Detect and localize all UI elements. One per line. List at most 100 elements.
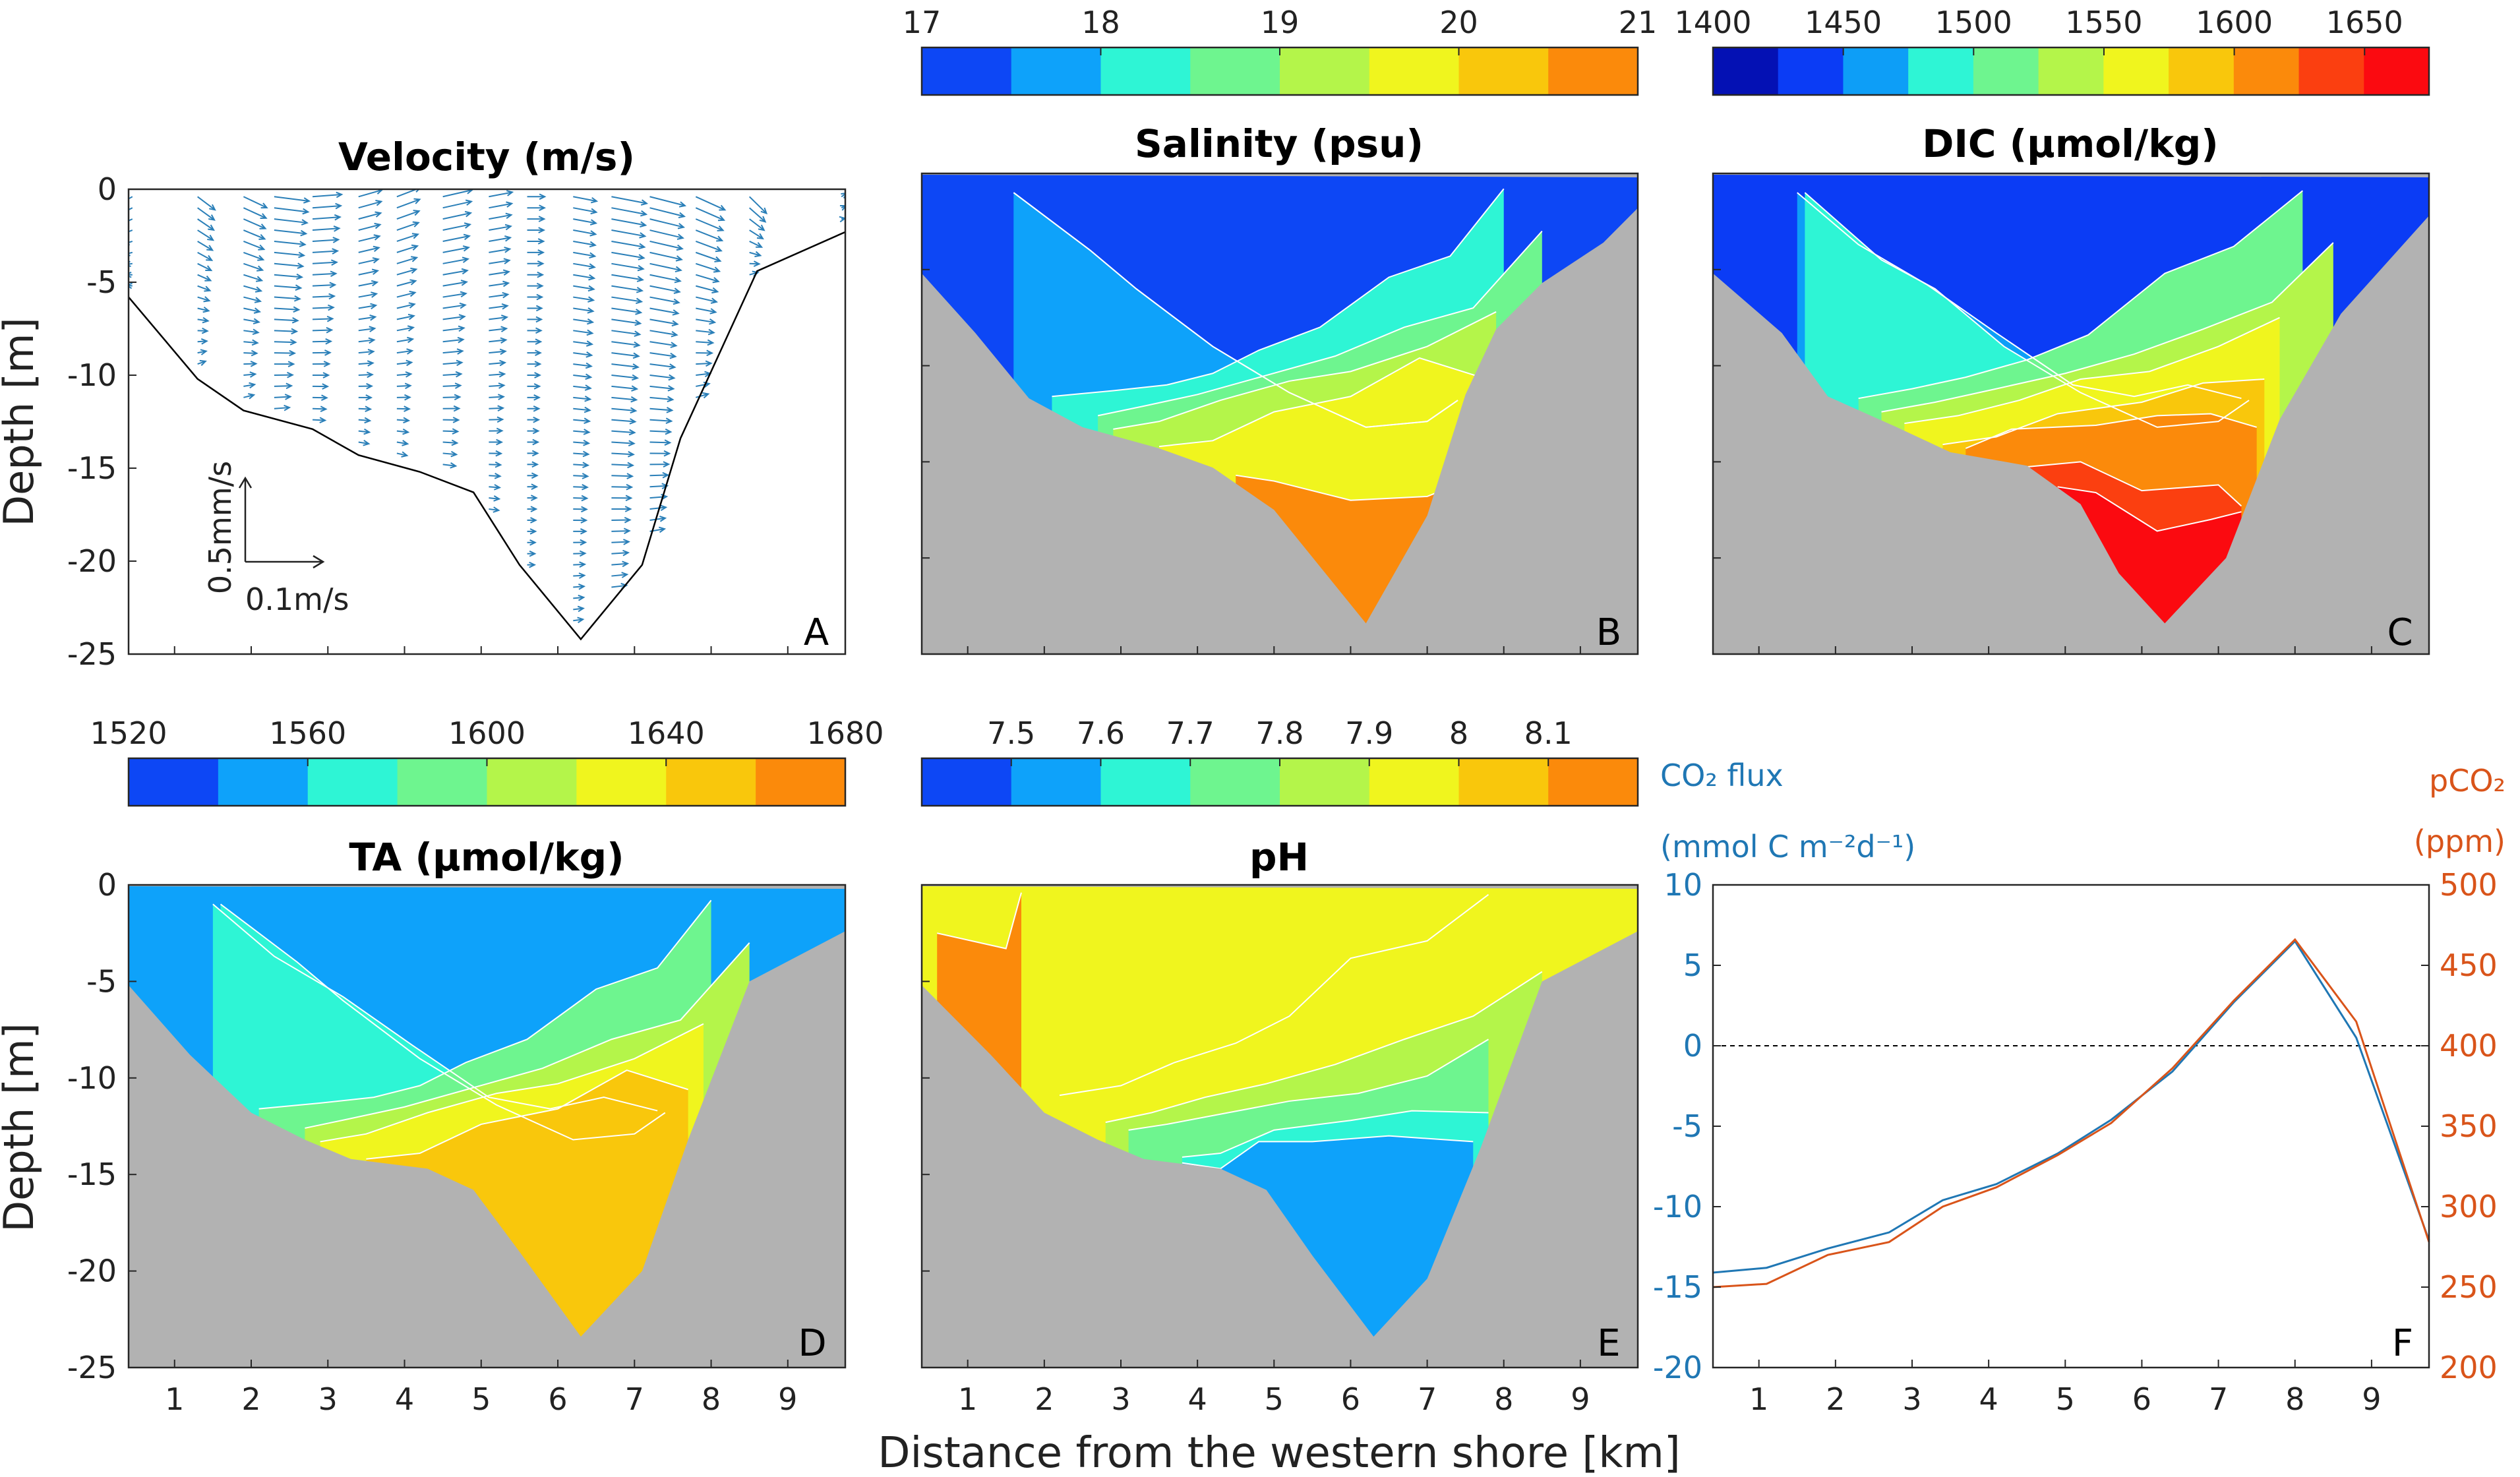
velocity-arrow-head (533, 394, 541, 401)
colorbar-swatch (129, 758, 219, 806)
velocity-arrow-head (640, 210, 648, 217)
velocity-arrow (489, 373, 505, 376)
velocity-arrow-head (366, 371, 374, 378)
velocity-arrow (649, 496, 667, 499)
x-tick-label: 2 (1826, 1381, 1845, 1417)
velocity-arrow-head (495, 461, 502, 468)
velocity-arrow-head (506, 201, 514, 208)
velocity-arrow-head (583, 429, 591, 435)
contour-line (366, 1070, 688, 1160)
velocity-arrow (129, 218, 133, 222)
velocity-arrow (649, 307, 678, 315)
colorbar-tick-label: 7.5 (987, 715, 1035, 751)
velocity-arrow (649, 352, 676, 357)
velocity-arrow-head (371, 268, 380, 275)
velocity-arrow (696, 285, 718, 293)
velocity-arrow (442, 338, 464, 343)
velocity-arrow-head (640, 199, 649, 206)
velocity-arrow-head (336, 191, 344, 198)
velocity-arrow-head (412, 221, 420, 227)
velocity-arrow (129, 241, 133, 243)
contour-line (305, 942, 750, 1129)
y-tick-label-left: -5 (1672, 1108, 1702, 1144)
y-tick-label-right: 400 (2440, 1028, 2498, 1064)
velocity-arrow-head (300, 229, 308, 237)
velocity-arrow-head (462, 245, 471, 252)
velocity-arrow-head (460, 291, 467, 298)
contour-line (1881, 242, 2334, 413)
velocity-arrow (649, 229, 683, 239)
velocity-arrow-head (664, 439, 672, 446)
colorbar-swatch (1973, 47, 2039, 95)
velocity-arrow (573, 607, 584, 611)
velocity-arrow-head (709, 318, 717, 325)
velocity-arrow (243, 241, 264, 251)
velocity-arrow-head (452, 428, 460, 435)
velocity-arrow-head (413, 210, 421, 216)
velocity-arrow (312, 239, 339, 242)
velocity-arrow (442, 189, 473, 198)
velocity-arrow (489, 271, 509, 276)
velocity-arrow-head (630, 396, 638, 403)
velocity-arrow (274, 285, 301, 289)
velocity-arrow (396, 268, 417, 276)
velocity-arrow (696, 362, 711, 365)
contour-line (1013, 192, 1458, 428)
velocity-arrow-head (582, 462, 590, 469)
y-tick-label-right: 300 (2440, 1189, 2498, 1224)
y-tick-label: -25 (67, 1350, 117, 1385)
velocity-arrow-head (674, 277, 682, 284)
velocity-arrow (696, 330, 714, 334)
velocity-arrow (442, 464, 456, 467)
velocity-arrow-head (537, 249, 545, 256)
velocity-arrow (489, 214, 512, 220)
velocity-arrow-head (335, 202, 343, 210)
surface-strip (1713, 173, 2429, 177)
axes-f: 1 2 3 4 5 6 7 8 9 10 500 5 450 0 400 -5 350 -10 300 -15 250 -… (1653, 867, 2498, 1417)
panel-letter-b: B (1596, 611, 1621, 654)
velocity-arrow (611, 464, 633, 466)
velocity-arrow (748, 196, 767, 214)
velocity-arrow (396, 245, 418, 253)
velocity-arrow (749, 207, 766, 223)
velocity-arrow (489, 237, 511, 242)
axes-b (920, 172, 1639, 655)
velocity-arrow (358, 189, 382, 198)
velocity-arrow-head (585, 362, 593, 369)
velocity-arrow-head (498, 371, 506, 378)
y-tick-label-left: -10 (1653, 1189, 1702, 1224)
velocity-arrow (442, 361, 462, 365)
velocity-arrow (695, 218, 723, 231)
velocity-arrow-head (636, 297, 644, 305)
x-tick-label: 4 (1979, 1381, 1998, 1417)
x-tick-label: 6 (2132, 1381, 2151, 1417)
velocity-arrow-head (454, 382, 462, 389)
velocity-arrow-head (588, 263, 596, 270)
velocity-arrow (358, 200, 382, 209)
scale-label-vertical: 0.5mm/s (202, 461, 238, 594)
y-tick-label-left: -15 (1653, 1269, 1702, 1305)
velocity-arrow-head (628, 440, 636, 446)
velocity-arrow (611, 385, 638, 390)
colorbar-swatch (1548, 47, 1638, 95)
velocity-arrow-head (668, 374, 676, 381)
velocity-arrow (611, 341, 640, 346)
velocity-arrow (358, 362, 373, 365)
colorbar-tick-label: 1650 (2326, 5, 2403, 40)
velocity-arrow (358, 247, 379, 253)
velocity-arrow-head (498, 382, 506, 389)
velocity-arrow (396, 291, 415, 298)
velocity-arrow (197, 307, 209, 312)
velocity-arrow-head (208, 214, 216, 221)
velocity-arrow-head (670, 342, 678, 348)
x-tick-label: 2 (241, 1381, 260, 1417)
velocity-arrow-head (289, 339, 297, 346)
velocity-arrow-head (450, 462, 458, 469)
velocity-arrow (649, 407, 673, 411)
velocity-arrow (749, 229, 764, 239)
velocity-arrow (243, 307, 260, 313)
velocity-arrow-head (707, 339, 715, 346)
velocity-arrow (243, 262, 263, 271)
velocity-arrow-head (671, 320, 679, 327)
velocity-arrow-head (590, 196, 599, 204)
